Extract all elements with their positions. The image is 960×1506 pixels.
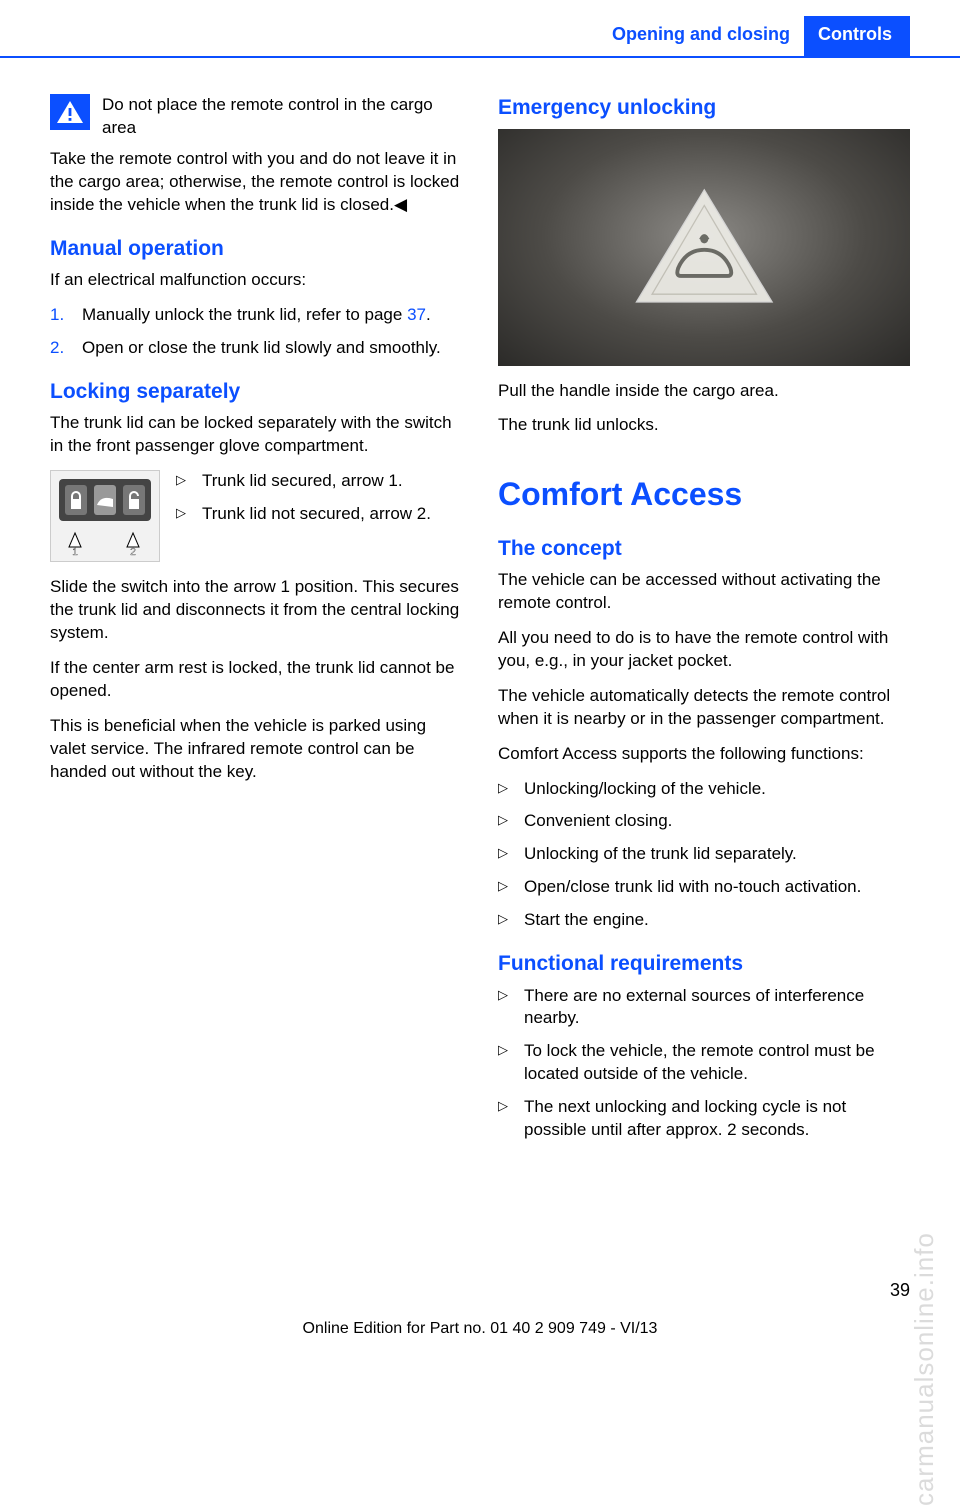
concept-functions-list: Unlocking/locking of the vehicle. Conven… xyxy=(498,778,910,933)
list-item: Convenient closing. xyxy=(498,810,910,833)
emergency-p2: The trunk lid unlocks. xyxy=(498,414,910,437)
list-item-text: Open/close trunk lid with no-touch activ… xyxy=(524,876,861,899)
locking-arrow-list: Trunk lid secured, arrow 1. Trunk lid no… xyxy=(176,470,462,562)
svg-text:2: 2 xyxy=(130,547,136,557)
concept-p1: The vehicle can be accessed without acti… xyxy=(498,569,910,615)
functional-requirements-list: There are no external sources of interfe… xyxy=(498,985,910,1143)
header-section: Controls xyxy=(804,16,910,56)
list-item-text: Unlocking/locking of the vehicle. xyxy=(524,778,766,801)
list-item: Unlocking/locking of the vehicle. xyxy=(498,778,910,801)
list-item: There are no external sources of interfe… xyxy=(498,985,910,1031)
step-number: 2. xyxy=(50,337,68,360)
locking-switch-figure: 1 2 xyxy=(50,470,160,562)
list-item: Trunk lid not secured, arrow 2. xyxy=(176,503,462,526)
list-item: Unlocking of the trunk lid separately. xyxy=(498,843,910,866)
heading-functional-requirements: Functional requirements xyxy=(498,950,910,978)
manual-steps: 1. Manually unlock the trunk lid, refer … xyxy=(50,304,462,360)
list-item: Open/close trunk lid with no-touch activ… xyxy=(498,876,910,899)
list-item-text: To lock the vehicle, the remote control … xyxy=(524,1040,910,1086)
step-text-b: . xyxy=(426,305,431,324)
list-item-text: Convenient closing. xyxy=(524,810,672,833)
step-text-a: Manually unlock the trunk lid, refer to … xyxy=(82,305,407,324)
locking-p3: This is beneficial when the vehicle is p… xyxy=(50,715,462,784)
step-text: Open or close the trunk lid slowly and s… xyxy=(82,337,462,360)
heading-the-concept: The concept xyxy=(498,535,910,563)
concept-p3: The vehicle automatically detects the re… xyxy=(498,685,910,731)
locking-switch-row: 1 2 Trunk lid secured, arrow 1. Trunk li… xyxy=(50,470,462,562)
list-item-text: Trunk lid not secured, arrow 2. xyxy=(202,503,431,526)
manual-intro: If an electrical malfunction occurs: xyxy=(50,269,462,292)
heading-locking-separately: Locking separately xyxy=(50,378,462,406)
warning-title: Do not place the remote control in the c… xyxy=(102,94,462,140)
heading-comfort-access: Comfort Access xyxy=(498,473,910,516)
right-column: Emergency unlocking Pull the handle insi… xyxy=(498,94,910,1152)
step-text: Manually unlock the trunk lid, refer to … xyxy=(82,304,462,327)
emergency-unlock-figure xyxy=(498,129,910,366)
list-item-text: The next unlocking and locking cycle is … xyxy=(524,1096,910,1142)
concept-p4: Comfort Access supports the following fu… xyxy=(498,743,910,766)
list-item: 1. Manually unlock the trunk lid, refer … xyxy=(50,304,462,327)
warning-icon xyxy=(50,94,90,130)
locking-p1: Slide the switch into the arrow 1 positi… xyxy=(50,576,462,645)
list-item-text: Unlocking of the trunk lid separately. xyxy=(524,843,797,866)
list-item: The next unlocking and locking cycle is … xyxy=(498,1096,910,1142)
list-item: To lock the vehicle, the remote control … xyxy=(498,1040,910,1086)
list-item-text: Trunk lid secured, arrow 1. xyxy=(202,470,403,493)
warning-body: Take the remote control with you and do … xyxy=(50,148,462,217)
list-item-text: Start the engine. xyxy=(524,909,649,932)
warning-block: Do not place the remote control in the c… xyxy=(50,94,462,140)
watermark: carmanualsonline.info xyxy=(907,1232,942,1506)
header-chapter: Opening and closing xyxy=(606,16,804,56)
heading-manual-operation: Manual operation xyxy=(50,235,462,263)
list-item: Trunk lid secured, arrow 1. xyxy=(176,470,462,493)
step-number: 1. xyxy=(50,304,68,327)
concept-p2: All you need to do is to have the remote… xyxy=(498,627,910,673)
list-item: 2. Open or close the trunk lid slowly an… xyxy=(50,337,462,360)
emergency-p1: Pull the handle inside the cargo area. xyxy=(498,380,910,403)
list-item: Start the engine. xyxy=(498,909,910,932)
page-number: 39 xyxy=(890,1278,910,1302)
svg-text:1: 1 xyxy=(72,547,78,557)
footer-edition: Online Edition for Part no. 01 40 2 909 … xyxy=(0,1318,960,1340)
page-header: Opening and closing Controls xyxy=(0,0,960,58)
page-content: Do not place the remote control in the c… xyxy=(0,58,960,1152)
locking-p2: If the center arm rest is locked, the tr… xyxy=(50,657,462,703)
heading-emergency-unlocking: Emergency unlocking xyxy=(498,94,910,122)
left-column: Do not place the remote control in the c… xyxy=(50,94,462,1152)
locking-intro: The trunk lid can be locked separately w… xyxy=(50,412,462,458)
page-reference-link[interactable]: 37 xyxy=(407,305,426,324)
list-item-text: There are no external sources of interfe… xyxy=(524,985,910,1031)
